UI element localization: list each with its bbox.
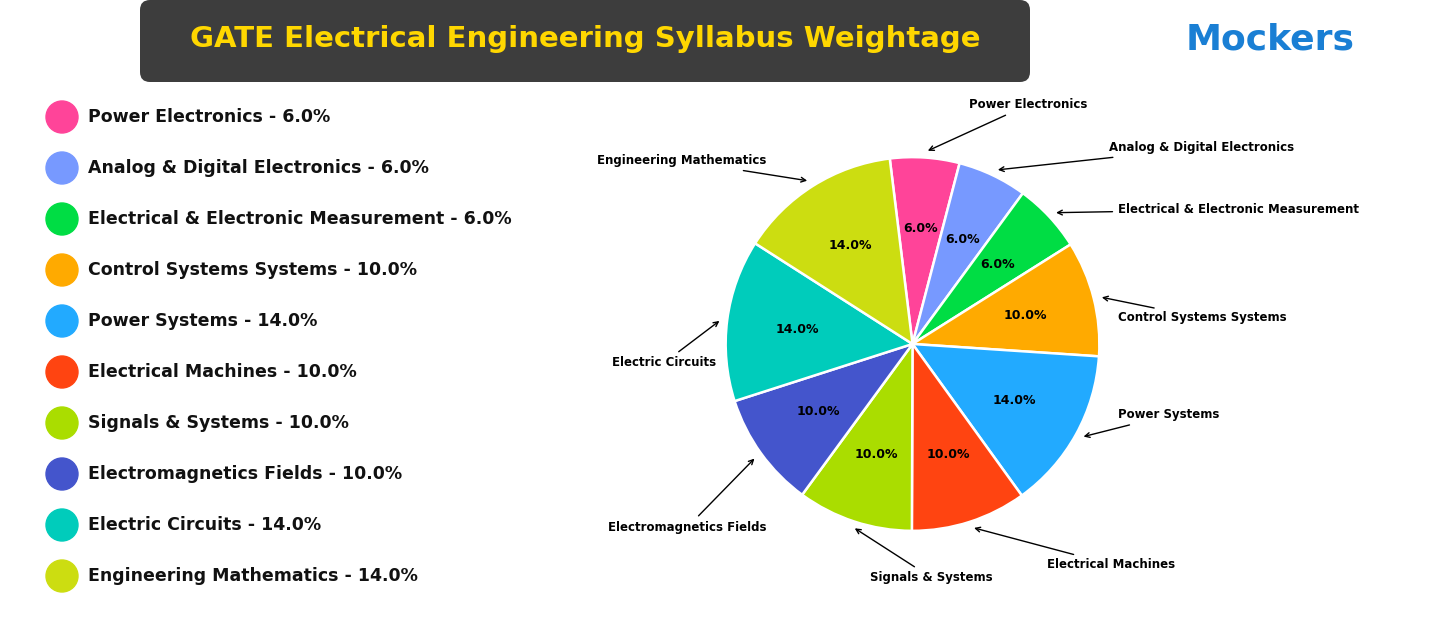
Circle shape (47, 407, 79, 439)
Wedge shape (735, 344, 912, 495)
Circle shape (47, 305, 79, 337)
Text: 14.0%: 14.0% (992, 394, 1036, 406)
Wedge shape (912, 344, 1099, 496)
Text: Electric Circuits: Electric Circuits (613, 322, 719, 369)
Wedge shape (755, 159, 912, 344)
Text: 6.0%: 6.0% (944, 233, 979, 246)
Text: Engineering Mathematics: Engineering Mathematics (598, 154, 806, 182)
Text: Electric Circuits - 14.0%: Electric Circuits - 14.0% (87, 516, 322, 534)
Text: Electrical & Electronic Measurement: Electrical & Electronic Measurement (1058, 203, 1359, 216)
Text: 14.0%: 14.0% (776, 322, 819, 336)
Wedge shape (726, 243, 912, 401)
Text: 10.0%: 10.0% (927, 448, 969, 461)
Wedge shape (912, 163, 1023, 344)
Text: Power Systems: Power Systems (1085, 408, 1219, 438)
Circle shape (47, 356, 79, 388)
Wedge shape (802, 344, 912, 531)
Text: Engineering Mathematics - 14.0%: Engineering Mathematics - 14.0% (87, 567, 418, 585)
Wedge shape (912, 193, 1071, 344)
Circle shape (47, 254, 79, 286)
Wedge shape (890, 157, 960, 344)
Text: Control Systems Systems: Control Systems Systems (1103, 296, 1286, 324)
Text: 10.0%: 10.0% (797, 405, 841, 419)
Text: Electrical Machines - 10.0%: Electrical Machines - 10.0% (87, 363, 356, 381)
Text: Electrical Machines: Electrical Machines (975, 527, 1176, 571)
Circle shape (47, 560, 79, 592)
Text: Signals & Systems: Signals & Systems (856, 529, 992, 584)
Wedge shape (912, 344, 1021, 531)
Text: Power Electronics - 6.0%: Power Electronics - 6.0% (87, 108, 330, 126)
Text: Power Electronics: Power Electronics (930, 98, 1087, 150)
Text: 10.0%: 10.0% (1002, 309, 1046, 322)
Text: 10.0%: 10.0% (854, 448, 898, 461)
Text: 6.0%: 6.0% (979, 259, 1014, 271)
Text: GATE Electrical Engineering Syllabus Weightage: GATE Electrical Engineering Syllabus Wei… (189, 25, 981, 53)
Circle shape (47, 458, 79, 490)
Circle shape (47, 509, 79, 541)
Text: 6.0%: 6.0% (904, 222, 937, 235)
Text: Mockers: Mockers (1186, 22, 1355, 56)
FancyBboxPatch shape (140, 0, 1030, 82)
Wedge shape (912, 245, 1100, 356)
Text: Electromagnetics Fields: Electromagnetics Fields (608, 460, 767, 534)
Text: Electrical & Electronic Measurement - 6.0%: Electrical & Electronic Measurement - 6.… (87, 210, 512, 228)
Text: Analog & Digital Electronics: Analog & Digital Electronics (1000, 141, 1293, 171)
Text: 14.0%: 14.0% (829, 240, 873, 252)
Text: Signals & Systems - 10.0%: Signals & Systems - 10.0% (87, 414, 349, 432)
Circle shape (47, 203, 79, 235)
Text: Power Systems - 14.0%: Power Systems - 14.0% (87, 312, 317, 330)
Circle shape (47, 101, 79, 133)
Circle shape (47, 152, 79, 184)
Text: Analog & Digital Electronics - 6.0%: Analog & Digital Electronics - 6.0% (87, 159, 429, 177)
Text: Control Systems Systems - 10.0%: Control Systems Systems - 10.0% (87, 261, 418, 279)
Text: Electromagnetics Fields - 10.0%: Electromagnetics Fields - 10.0% (87, 465, 402, 483)
